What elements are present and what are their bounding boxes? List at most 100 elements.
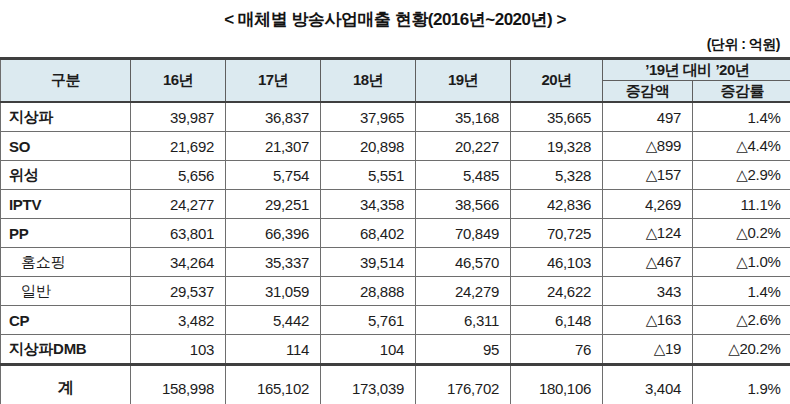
value-cell: 76 <box>511 335 603 365</box>
value-cell: 46,103 <box>511 248 603 277</box>
value-cell: △4.4% <box>693 132 790 161</box>
value-cell: △163 <box>603 306 693 335</box>
table-row: CP 3,482 5,442 5,761 6,311 6,148 △163 △2… <box>1 306 790 335</box>
value-cell: 70,849 <box>416 219 511 248</box>
row-label: PP <box>1 219 131 248</box>
value-cell: 36,837 <box>226 102 321 132</box>
value-cell: 5,551 <box>321 161 416 190</box>
value-cell: 70,725 <box>511 219 603 248</box>
header-year-20: 20년 <box>511 59 603 103</box>
row-label: CP <box>1 306 131 335</box>
value-cell: 37,965 <box>321 102 416 132</box>
total-label: 계 <box>1 365 131 404</box>
total-value-cell: 176,702 <box>416 365 511 404</box>
value-cell: 6,311 <box>416 306 511 335</box>
value-cell: △19 <box>603 335 693 365</box>
value-cell: 24,622 <box>511 277 603 306</box>
total-value-cell: 158,998 <box>131 365 226 404</box>
value-cell: 66,396 <box>226 219 321 248</box>
value-cell: 20,227 <box>416 132 511 161</box>
header-year-16: 16년 <box>131 59 226 103</box>
value-cell: 104 <box>321 335 416 365</box>
value-cell: 28,888 <box>321 277 416 306</box>
value-cell: 24,279 <box>416 277 511 306</box>
total-value-cell: 180,106 <box>511 365 603 404</box>
value-cell: △2.9% <box>693 161 790 190</box>
value-cell: △1.0% <box>693 248 790 277</box>
value-cell: 21,692 <box>131 132 226 161</box>
value-cell: 5,485 <box>416 161 511 190</box>
value-cell: 63,801 <box>131 219 226 248</box>
unit-label: (단위 : 억원) <box>0 31 790 57</box>
value-cell: 5,761 <box>321 306 416 335</box>
value-cell: 95 <box>416 335 511 365</box>
value-cell: 35,665 <box>511 102 603 132</box>
row-label: 일반 <box>1 277 131 306</box>
table-title: < 매체별 방송사업매출 현황(2016년~2020년) > <box>0 0 790 31</box>
value-cell: 68,402 <box>321 219 416 248</box>
row-label: IPTV <box>1 190 131 219</box>
value-cell: 34,358 <box>321 190 416 219</box>
header-year-18: 18년 <box>321 59 416 103</box>
table-row: IPTV 24,277 29,251 34,358 38,566 42,836 … <box>1 190 790 219</box>
header-compare-group: ’19년 대비 ’20년 <box>603 59 790 81</box>
header-compare-amount: 증감액 <box>603 81 693 103</box>
revenue-table: 구분 16년 17년 18년 19년 20년 ’19년 대비 ’20년 증감액 … <box>0 57 790 404</box>
value-cell: 1.4% <box>693 277 790 306</box>
value-cell: △899 <box>603 132 693 161</box>
table-row: 위성 5,656 5,754 5,551 5,485 5,328 △157 △2… <box>1 161 790 190</box>
value-cell: 5,754 <box>226 161 321 190</box>
value-cell: 5,442 <box>226 306 321 335</box>
value-cell: 3,482 <box>131 306 226 335</box>
header-gubun: 구분 <box>1 59 131 103</box>
table-row: 지상파 39,987 36,837 37,965 35,168 35,665 4… <box>1 102 790 132</box>
row-label: 지상파DMB <box>1 335 131 365</box>
table-total-row: 계 158,998 165,102 173,039 176,702 180,10… <box>1 365 790 404</box>
value-cell: 5,656 <box>131 161 226 190</box>
row-label: SO <box>1 132 131 161</box>
value-cell: 5,328 <box>511 161 603 190</box>
total-value-cell: 173,039 <box>321 365 416 404</box>
value-cell: 11.1% <box>693 190 790 219</box>
value-cell: △2.6% <box>693 306 790 335</box>
header-year-17: 17년 <box>226 59 321 103</box>
value-cell: 38,566 <box>416 190 511 219</box>
value-cell: 42,836 <box>511 190 603 219</box>
total-value-cell: 3,404 <box>603 365 693 404</box>
value-cell: 34,264 <box>131 248 226 277</box>
table-row: 지상파DMB 103 114 104 95 76 △19 △20.2% <box>1 335 790 365</box>
table-body: 지상파 39,987 36,837 37,965 35,168 35,665 4… <box>1 102 790 365</box>
value-cell: △124 <box>603 219 693 248</box>
table-row: 일반 29,537 31,059 28,888 24,279 24,622 34… <box>1 277 790 306</box>
value-cell: 39,514 <box>321 248 416 277</box>
value-cell: 1.4% <box>693 102 790 132</box>
row-label: 지상파 <box>1 102 131 132</box>
table-row: SO 21,692 21,307 20,898 20,227 19,328 △8… <box>1 132 790 161</box>
value-cell: 31,059 <box>226 277 321 306</box>
value-cell: 35,168 <box>416 102 511 132</box>
header-year-19: 19년 <box>416 59 511 103</box>
value-cell: 114 <box>226 335 321 365</box>
value-cell: 39,987 <box>131 102 226 132</box>
value-cell: 29,251 <box>226 190 321 219</box>
value-cell: △467 <box>603 248 693 277</box>
value-cell: 343 <box>603 277 693 306</box>
total-value-cell: 165,102 <box>226 365 321 404</box>
value-cell: △20.2% <box>693 335 790 365</box>
value-cell: 24,277 <box>131 190 226 219</box>
value-cell: 35,337 <box>226 248 321 277</box>
value-cell: 4,269 <box>603 190 693 219</box>
table-row: 홈쇼핑 34,264 35,337 39,514 46,570 46,103 △… <box>1 248 790 277</box>
table-row: PP 63,801 66,396 68,402 70,849 70,725 △1… <box>1 219 790 248</box>
value-cell: 103 <box>131 335 226 365</box>
header-compare-rate: 증감률 <box>693 81 790 103</box>
table-header: 구분 16년 17년 18년 19년 20년 ’19년 대비 ’20년 증감액 … <box>1 59 790 103</box>
value-cell: △157 <box>603 161 693 190</box>
row-label: 위성 <box>1 161 131 190</box>
value-cell: 46,570 <box>416 248 511 277</box>
value-cell: 497 <box>603 102 693 132</box>
value-cell: 6,148 <box>511 306 603 335</box>
value-cell: 19,328 <box>511 132 603 161</box>
value-cell: △0.2% <box>693 219 790 248</box>
row-label: 홈쇼핑 <box>1 248 131 277</box>
